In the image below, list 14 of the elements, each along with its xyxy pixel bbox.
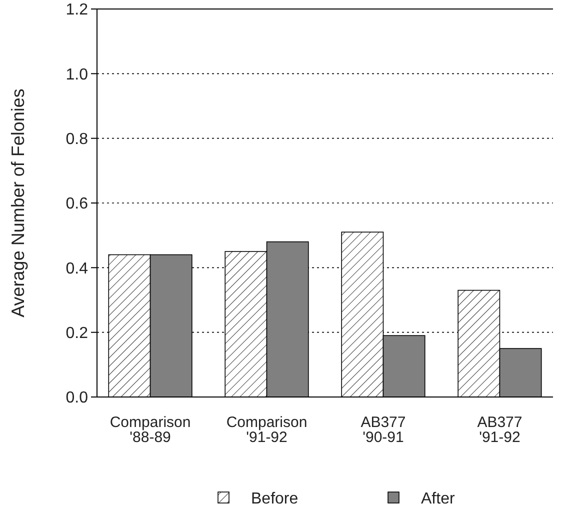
y-axis-title: Average Number of Felonies [8, 88, 28, 318]
x-tick-label: Comparison '88-89 [110, 414, 191, 446]
x-tick-label: AB377 '91-92 [477, 414, 522, 446]
x-tick-label: Comparison '91-92 [226, 414, 308, 446]
y-tick-label: 0.8 [66, 130, 88, 148]
legend-label: Before [251, 490, 298, 508]
y-tick-label: 0.2 [66, 324, 88, 342]
y-tick-label: 0.6 [66, 196, 88, 213]
legend-label: After [421, 490, 456, 508]
y-tick-label: 1.2 [66, 2, 88, 19]
y-tick-label: 0.0 [66, 390, 88, 407]
y-tick-label: 1.0 [66, 66, 88, 84]
y-tick-label: 0.4 [66, 260, 88, 278]
x-tick-label: AB377 '90-91 [360, 414, 406, 446]
